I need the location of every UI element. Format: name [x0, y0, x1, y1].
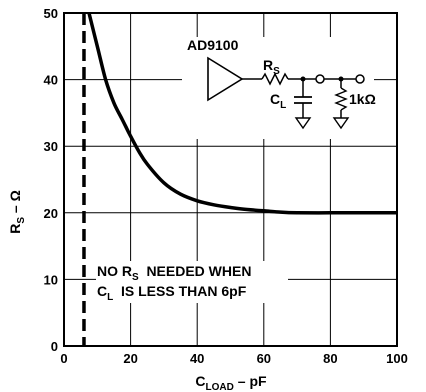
x-tick-label: 0	[60, 351, 67, 366]
ground-icon	[332, 117, 350, 130]
y-tick-label: 30	[44, 139, 58, 154]
series-resistor-icon	[261, 72, 289, 86]
y-tick-label: 20	[44, 206, 58, 221]
part-label: AD9100	[187, 37, 239, 53]
x-tick-label: 60	[257, 351, 271, 366]
x-tick-label: 100	[386, 351, 408, 366]
buffer-amplifier-icon	[207, 56, 244, 102]
y-tick-label: 10	[44, 272, 58, 287]
annotation-line2: CL IS LESS THAN 6pF	[97, 283, 247, 303]
circuit-inset: AD9100 RS CL 1kΩ	[182, 37, 376, 139]
plot-frame	[63, 12, 398, 347]
y-tick-label: 50	[44, 6, 58, 21]
series-line	[87, 12, 397, 215]
load-label: 1kΩ	[349, 91, 376, 107]
x-tick-label: 40	[190, 351, 204, 366]
x-tick-label: 80	[323, 351, 337, 366]
tick-labels: 0 20 40 60 80 100 0 10 20 30 40 50	[44, 6, 408, 366]
load-resistor-icon	[334, 87, 348, 111]
annotation-line1: NO RS NEEDED WHEN	[97, 263, 251, 283]
rs-label: RS	[263, 57, 280, 77]
curve-layer	[82, 12, 397, 346]
y-tick-label: 0	[51, 339, 58, 354]
y-tick-label: 40	[44, 73, 58, 88]
x-axis-label: CLOAD – pF	[195, 373, 267, 392]
ground-icon	[294, 117, 312, 130]
y-axis-label: RS – Ω	[7, 190, 27, 234]
cl-label: CL	[270, 91, 286, 111]
x-tick-label: 20	[123, 351, 137, 366]
annotation: NO RS NEEDED WHEN CL IS LESS THAN 6pF	[96, 261, 288, 303]
